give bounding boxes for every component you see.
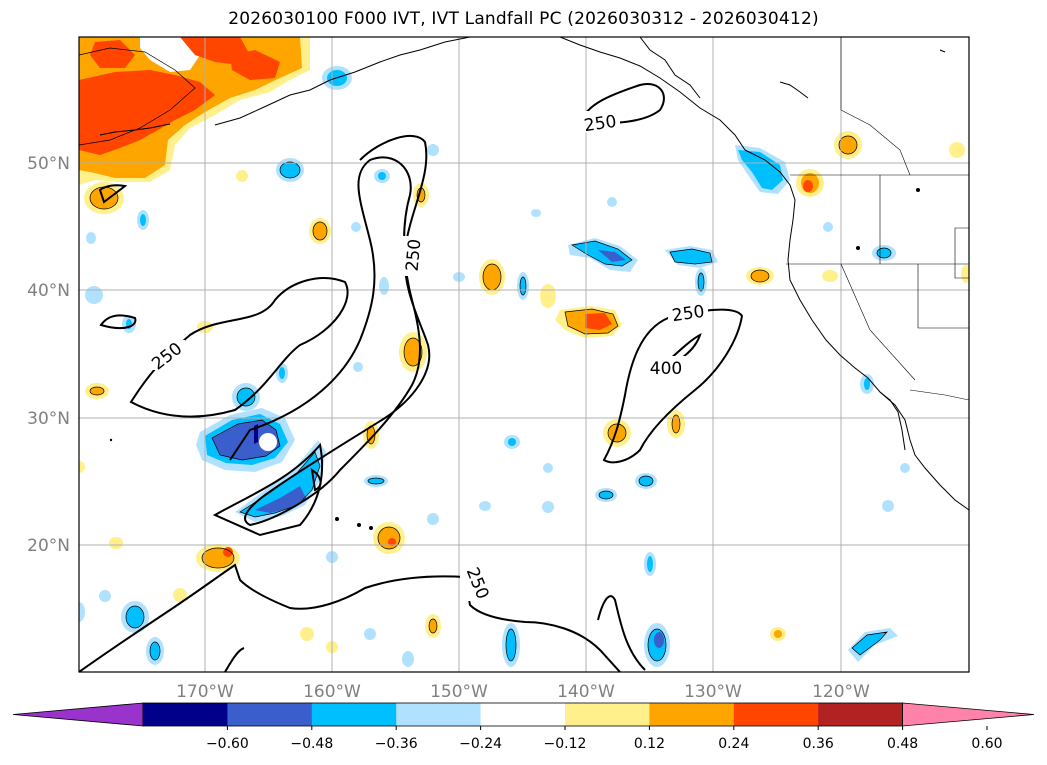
lon-label-160w: 160°W: [303, 682, 361, 702]
lat-label-30n: 30°N: [27, 409, 70, 429]
political-borders: [786, 37, 969, 401]
graticule: [79, 37, 969, 672]
islands: [109, 188, 920, 530]
lon-label-170w: 170°W: [176, 682, 234, 702]
colorbar-segment: [396, 703, 482, 726]
colorbar-tick-label: 0.36: [803, 736, 834, 752]
colorbar-segment: [565, 703, 650, 726]
colorbar-tick-label: 0.60: [971, 736, 1002, 752]
lat-label-20n: 20°N: [27, 536, 70, 556]
colorbar-segment: [480, 703, 566, 726]
colorbar-segment: [649, 703, 735, 726]
lon-label-120w: 120°W: [812, 682, 870, 702]
colorbar-tick-label: 0.24: [718, 736, 749, 752]
colorbar-segment: [818, 703, 904, 726]
colorbar: −0.60 −0.48 −0.36 −0.24 −0.12 0.12 0.24 0.36 0.4…: [12, 702, 1035, 752]
map-frame: [78, 36, 970, 673]
colorbar-extend-min: [12, 702, 144, 727]
lat-label-50n: 50°N: [27, 154, 70, 174]
colorbar-tick-label: −0.48: [290, 736, 333, 752]
latitude-labels: 50°N 40°N 30°N 20°N: [27, 154, 70, 556]
colorbar-extend-max: [902, 702, 1035, 727]
colorbar-segment: [227, 703, 313, 726]
lon-label-150w: 150°W: [430, 682, 488, 702]
map-area[interactable]: [73, 37, 971, 672]
colorbar-tick-label: −0.24: [459, 736, 502, 752]
colorbar-segment: [311, 703, 397, 726]
ivt-contours: [79, 83, 744, 672]
colorbar-tick-label: −0.36: [375, 736, 418, 752]
lat-label-40n: 40°N: [27, 281, 70, 301]
lon-label-140w: 140°W: [557, 682, 615, 702]
coastlines: [99, 37, 969, 511]
contour-label-250-d: 250: [671, 302, 706, 326]
colorbar-segment: [143, 703, 228, 726]
contour-label-400: 400: [650, 359, 682, 379]
contour-labels: 250 250 250 250 400 250: [145, 111, 708, 602]
longitude-labels: 170°W 160°W 150°W 140°W 130°W 120°W: [176, 682, 870, 702]
colorbar-tick-label: −0.12: [544, 736, 587, 752]
contour-label-250-b: 250: [403, 238, 426, 272]
lon-label-130w: 130°W: [684, 682, 742, 702]
colorbar-tick-label: 0.48: [887, 736, 918, 752]
contour-label-250-a: 250: [583, 112, 618, 136]
colorbar-tick-label: −0.60: [206, 736, 249, 752]
map-title: 2026030100 F000 IVT, IVT Landfall PC (20…: [228, 9, 819, 29]
colorbar-tick-label: 0.12: [634, 736, 665, 752]
colorbar-segment: [733, 703, 819, 726]
